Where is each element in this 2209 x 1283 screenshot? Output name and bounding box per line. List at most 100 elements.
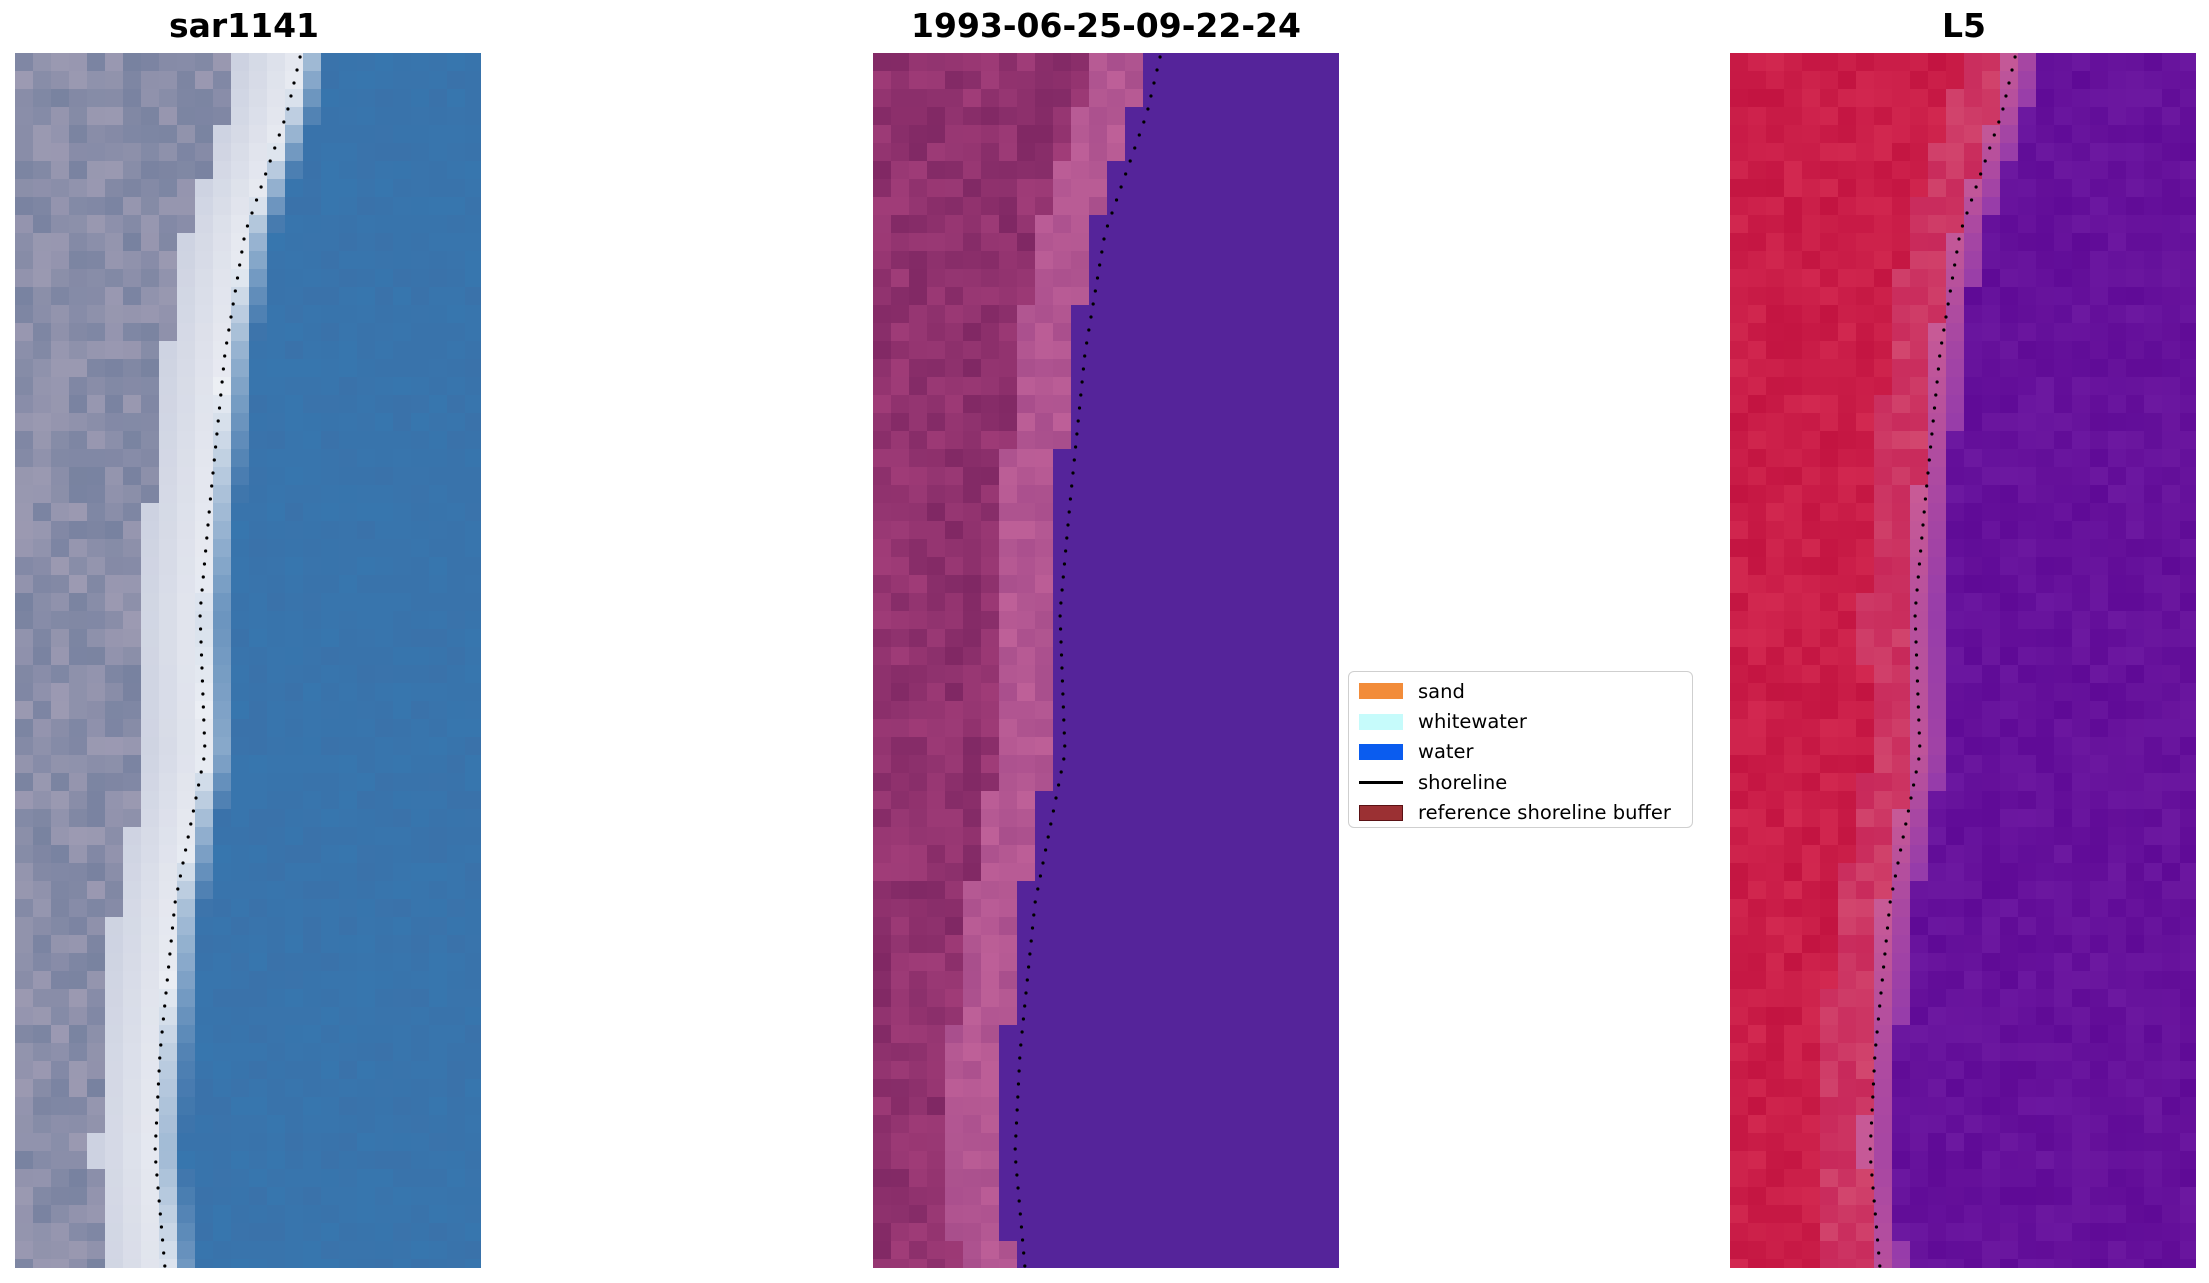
pixel-cell xyxy=(87,953,106,972)
pixel-cell xyxy=(177,845,196,864)
pixel-cell xyxy=(1820,305,1839,324)
pixel-cell xyxy=(393,647,412,666)
pixel-cell xyxy=(285,485,304,504)
pixel-cell xyxy=(87,1025,106,1044)
pixel-cell xyxy=(1071,539,1090,558)
pixel-cell xyxy=(429,629,448,648)
shoreline-dot xyxy=(167,965,171,969)
pixel-cell xyxy=(1161,359,1180,378)
pixel-cell xyxy=(1287,1259,1306,1268)
pixel-cell xyxy=(2180,233,2196,252)
pixel-cell xyxy=(447,881,466,900)
pixel-cell xyxy=(1928,449,1947,468)
pixel-cell xyxy=(1802,143,1821,162)
pixel-cell xyxy=(873,107,892,126)
pixel-cell xyxy=(2144,827,2163,846)
pixel-cell xyxy=(1323,1133,1339,1152)
pixel-cell xyxy=(429,179,448,198)
pixel-cell xyxy=(1017,755,1036,774)
pixel-cell xyxy=(927,269,946,288)
pixel-cell xyxy=(123,521,142,540)
pixel-cell xyxy=(981,647,1000,666)
pixel-cell xyxy=(1125,1061,1144,1080)
shoreline-dot xyxy=(1105,224,1110,228)
pixel-cell xyxy=(231,917,250,936)
pixel-cell xyxy=(267,935,286,954)
pixel-cell xyxy=(945,665,964,684)
pixel-cell xyxy=(981,989,1000,1008)
pixel-cell xyxy=(33,593,52,612)
shoreline-dot xyxy=(1087,328,1091,332)
pixel-cell xyxy=(321,791,340,810)
pixel-cell xyxy=(2036,791,2055,810)
pixel-cell xyxy=(249,179,268,198)
pixel-cell xyxy=(1748,305,1767,324)
pixel-cell xyxy=(375,89,394,108)
pixel-cell xyxy=(33,143,52,162)
pixel-cell xyxy=(1946,53,1965,72)
pixel-cell xyxy=(1215,233,1234,252)
pixel-cell xyxy=(1179,881,1198,900)
shoreline-dot xyxy=(176,887,180,891)
pixel-cell xyxy=(249,323,268,342)
pixel-cell xyxy=(375,971,394,990)
pixel-cell xyxy=(411,593,430,612)
pixel-cell xyxy=(2180,521,2196,540)
pixel-cell xyxy=(1820,413,1839,432)
pixel-cell xyxy=(1125,575,1144,594)
pixel-cell xyxy=(321,917,340,936)
pixel-cell xyxy=(447,485,466,504)
pixel-cell xyxy=(1784,431,1803,450)
pixel-cell xyxy=(15,377,34,396)
pixel-cell xyxy=(1305,71,1324,90)
pixel-cell xyxy=(303,665,322,684)
pixel-cell xyxy=(1161,1007,1180,1026)
pixel-cell xyxy=(2126,143,2145,162)
pixel-cell xyxy=(1161,485,1180,504)
pixel-cell xyxy=(2162,179,2181,198)
pixel-cell xyxy=(123,791,142,810)
pixel-cell xyxy=(1035,737,1054,756)
pixel-cell xyxy=(927,233,946,252)
pixel-cell xyxy=(1874,143,1893,162)
pixel-cell xyxy=(465,161,481,180)
pixel-cell xyxy=(447,791,466,810)
pixel-cell xyxy=(1161,935,1180,954)
pixel-cell xyxy=(51,125,70,144)
pixel-cell xyxy=(1964,593,1983,612)
pixel-cell xyxy=(1125,269,1144,288)
pixel-cell xyxy=(1161,575,1180,594)
pixel-cell xyxy=(429,971,448,990)
pixel-cell xyxy=(1089,1205,1108,1224)
pixel-cell xyxy=(2108,413,2127,432)
pixel-cell xyxy=(1035,341,1054,360)
pixel-cell xyxy=(1089,1025,1108,1044)
pixel-cell xyxy=(1748,449,1767,468)
pixel-cell xyxy=(1251,539,1270,558)
pixel-cell xyxy=(213,341,232,360)
shoreline-dot xyxy=(198,614,202,618)
pixel-cell xyxy=(1928,377,1947,396)
pixel-cell xyxy=(303,323,322,342)
pixel-cell xyxy=(1197,629,1216,648)
pixel-cell xyxy=(1910,53,1929,72)
pixel-cell xyxy=(15,413,34,432)
pixel-cell xyxy=(195,863,214,882)
pixel-cell xyxy=(1946,431,1965,450)
pixel-cell xyxy=(999,1223,1018,1242)
pixel-cell xyxy=(465,701,481,720)
pixel-cell xyxy=(2054,899,2073,918)
pixel-cell xyxy=(2144,575,2163,594)
pixel-cell xyxy=(891,575,910,594)
pixel-cell xyxy=(393,1223,412,1242)
pixel-cell xyxy=(1269,503,1288,522)
pixel-cell xyxy=(429,557,448,576)
pixel-cell xyxy=(231,341,250,360)
pixel-cell xyxy=(1964,215,1983,234)
shoreline-dot xyxy=(1124,172,1128,176)
pixel-cell xyxy=(2090,251,2109,270)
pixel-cell xyxy=(2144,71,2163,90)
pixel-cell xyxy=(2108,503,2127,522)
pixel-cell xyxy=(1053,1241,1072,1260)
shoreline-dot xyxy=(212,458,216,462)
